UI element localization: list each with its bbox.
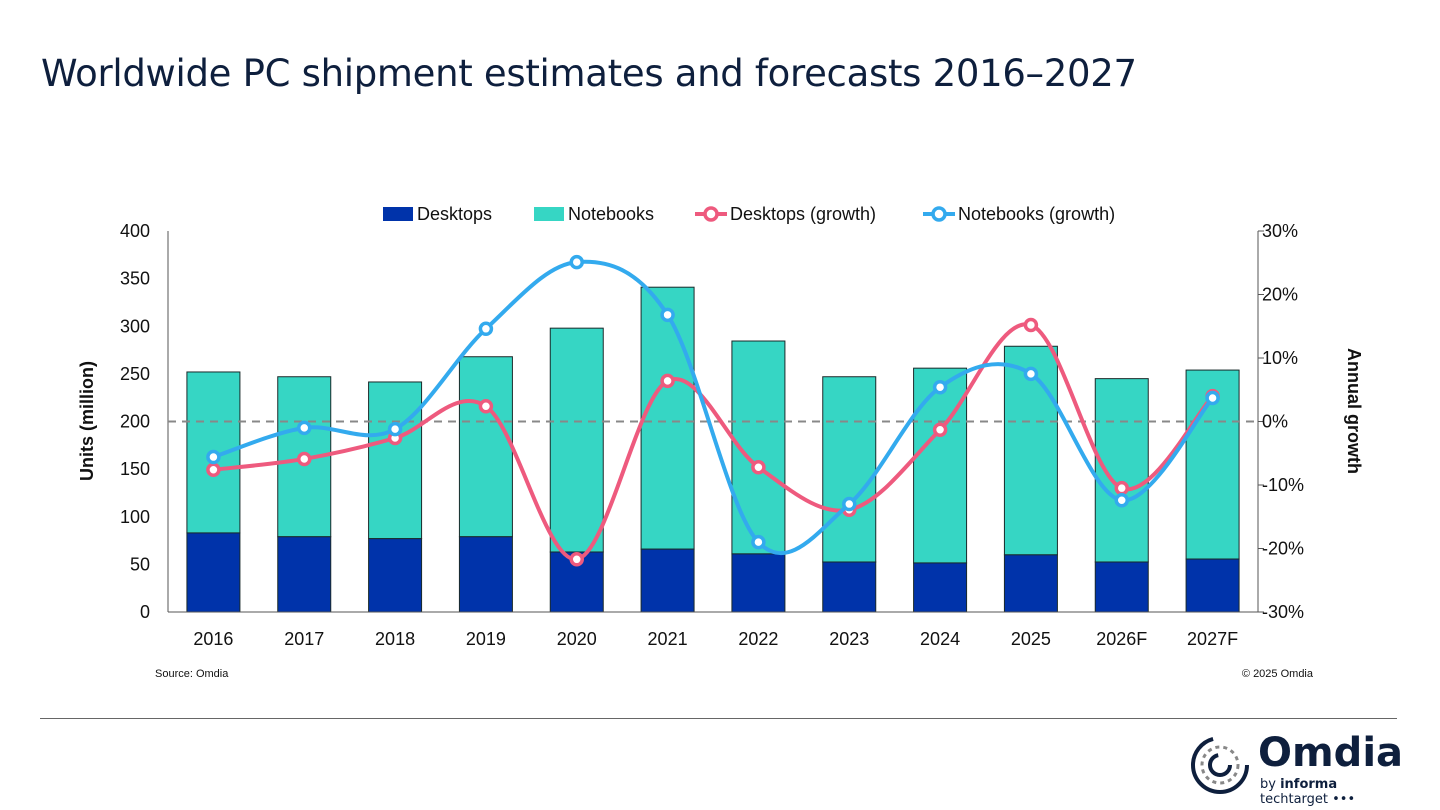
bar-desktops — [731, 553, 786, 613]
data-point — [297, 451, 312, 467]
x-tick-label: 2020 — [557, 629, 597, 649]
y-tick-label: 150 — [120, 459, 150, 479]
data-point — [206, 462, 221, 478]
bar-desktops — [640, 548, 695, 613]
data-point — [660, 373, 675, 389]
legend-swatch — [383, 207, 413, 221]
x-tick-label: 2018 — [375, 629, 415, 649]
data-point — [1114, 492, 1129, 508]
y2-tick-label: 0% — [1262, 412, 1288, 432]
copyright-note: © 2025 Omdia — [1242, 668, 1314, 680]
x-tick-label: 2021 — [648, 629, 688, 649]
bar-desktops — [186, 532, 241, 613]
x-tick-label: 2023 — [829, 629, 869, 649]
y2-tick-label: -20% — [1262, 539, 1304, 559]
y2-axis-label: Annual growth — [1344, 348, 1364, 474]
y-axis-label: Units (million) — [77, 361, 97, 481]
bar-notebooks — [913, 367, 968, 564]
x-tick-label: 2025 — [1011, 629, 1051, 649]
source-note: Source: Omdia — [155, 668, 229, 680]
page-title: Worldwide PC shipment estimates and fore… — [41, 52, 1137, 95]
legend-label: Notebooks (growth) — [958, 204, 1115, 224]
bar-notebooks — [640, 286, 695, 550]
legend-label: Notebooks — [568, 204, 654, 224]
bar-desktops — [913, 562, 968, 613]
divider — [40, 718, 1397, 719]
data-point — [206, 449, 221, 465]
chart: 2016 2017 2018 2019 2020 2021 2022 2023 2024 2025… — [77, 204, 1364, 680]
y-tick-label: 100 — [120, 507, 150, 527]
x-tick-label: 2024 — [920, 629, 960, 649]
y-tick-label: 400 — [120, 221, 150, 241]
bar-desktops — [458, 536, 513, 613]
logo-tagline: by informa techtarget ••• — [1260, 777, 1356, 807]
bar-desktops — [1094, 561, 1149, 613]
data-point — [297, 420, 312, 436]
x-tick-label: 2017 — [284, 629, 324, 649]
data-point — [478, 321, 494, 337]
logo-wordmark: Omdia — [1258, 730, 1404, 776]
x-tick-label: 2016 — [193, 629, 233, 649]
x-tick-label: 2022 — [738, 629, 778, 649]
data-point — [1205, 390, 1220, 406]
y-tick-label: 50 — [130, 554, 150, 574]
bar-desktops — [277, 536, 332, 613]
legend-marker — [931, 206, 947, 222]
y2-tick-label: 30% — [1262, 221, 1298, 241]
x-tick-label: 2019 — [466, 629, 506, 649]
y2-tick-label: -30% — [1262, 602, 1304, 622]
legend-swatch — [534, 207, 564, 221]
data-point — [932, 379, 948, 395]
bar-desktops — [1185, 558, 1240, 613]
y-tick-label: 350 — [120, 269, 150, 289]
data-point — [1114, 480, 1129, 496]
omdia-logo-icon — [1191, 736, 1249, 794]
data-point — [569, 552, 584, 567]
data-point — [569, 254, 584, 270]
x-tick-label: 2026F — [1096, 629, 1147, 649]
data-point — [387, 421, 403, 437]
legend-label: Desktops — [417, 204, 492, 224]
data-point — [932, 422, 948, 438]
data-point — [751, 534, 766, 550]
bar-desktops — [368, 538, 423, 613]
y-tick-label: 250 — [120, 364, 150, 384]
bar-notebooks — [458, 356, 513, 538]
legend-marker — [703, 206, 719, 222]
y2-tick-label: -10% — [1262, 475, 1304, 495]
bar-notebooks — [549, 327, 604, 553]
y2-tick-label: 20% — [1262, 285, 1298, 305]
y-tick-label: 0 — [140, 602, 150, 622]
bar-notebooks — [822, 376, 877, 563]
bar-desktops — [1003, 554, 1058, 613]
data-point — [660, 307, 675, 323]
data-point — [751, 459, 766, 475]
omdia-logo: Omdia by informa techtarget ••• — [1188, 730, 1403, 807]
bar-desktops — [822, 561, 877, 613]
bar-notebooks — [368, 381, 423, 540]
data-point — [842, 496, 857, 512]
line-desktops-growth- — [213, 322, 1215, 562]
data-point — [1023, 366, 1039, 382]
data-point — [478, 399, 494, 414]
y-tick-label: 300 — [120, 316, 150, 336]
y2-tick-label: 10% — [1262, 348, 1298, 368]
legend-label: Desktops (growth) — [730, 204, 876, 224]
data-point — [1023, 317, 1039, 333]
x-tick-label: 2027F — [1187, 629, 1238, 649]
y-tick-label: 200 — [120, 412, 150, 432]
